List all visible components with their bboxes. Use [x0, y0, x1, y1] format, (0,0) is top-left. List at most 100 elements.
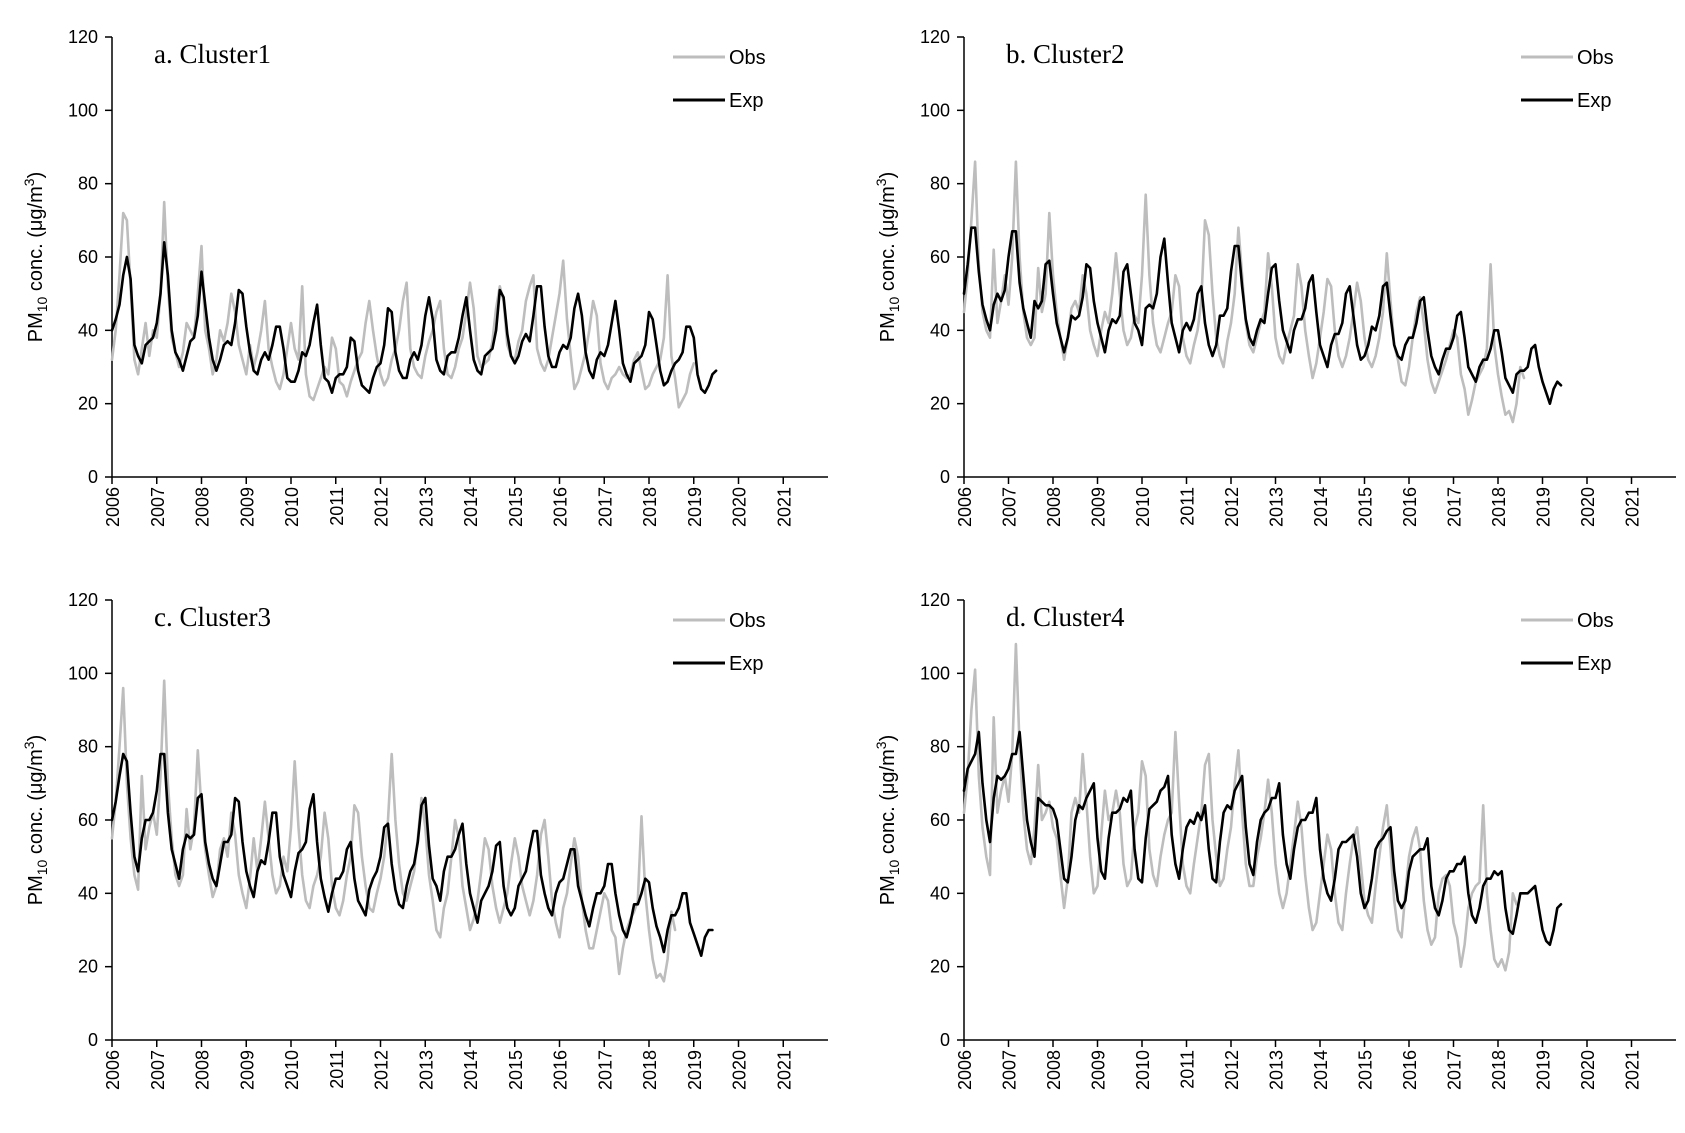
y-axis-label-part: conc. (μg/m: [25, 186, 47, 296]
x-tick-label: 2007: [1000, 1050, 1020, 1090]
y-tick-label: 100: [68, 100, 98, 120]
x-tick-label: 2014: [1311, 1050, 1331, 1090]
x-tick-label: 2013: [1267, 487, 1287, 527]
x-tick-label: 2009: [1089, 487, 1109, 527]
x-tick-label: 2009: [237, 1050, 257, 1090]
x-tick-label: 2011: [1178, 487, 1198, 526]
x-tick-label: 2010: [282, 487, 302, 527]
y-tick-label: 60: [930, 810, 950, 830]
y-tick-label: 120: [68, 590, 98, 610]
chart-title: d. Cluster4: [1006, 602, 1125, 632]
chart-panel-2: 0 20 40 60 80 100 120 2006 2007 2008 2009 2010 2011 2…: [873, 27, 1676, 527]
series-line-exp: [962, 730, 1563, 947]
y-axis-label-superscript: 3: [873, 178, 889, 186]
y-tick-label: 80: [930, 174, 950, 194]
y-axis-label-subscript: 10: [886, 296, 902, 312]
x-tick-label: 2021: [774, 1050, 794, 1090]
y-tick-label: 60: [930, 247, 950, 267]
y-tick-label: 100: [68, 663, 98, 683]
series-line-obs: [110, 679, 677, 983]
x-tick-label: 2012: [1222, 1050, 1242, 1090]
series-line-obs: [962, 642, 1518, 972]
x-tick-label: 2013: [1267, 1050, 1287, 1090]
legend-label-obs: Obs: [729, 47, 766, 69]
x-tick-label: 2009: [237, 487, 257, 527]
y-axis-label: PM10 conc. (μg/m3): [873, 172, 902, 343]
y-axis-label-part: ): [877, 735, 899, 742]
y-tick-label: 40: [930, 320, 950, 340]
legend-label-exp: Exp: [729, 653, 763, 675]
y-axis-label-subscript: 10: [886, 859, 902, 875]
x-tick-label: 2021: [1623, 487, 1643, 527]
x-tick-label: 2013: [416, 1050, 436, 1090]
y-tick-label: 80: [78, 737, 98, 757]
x-tick-label: 2014: [461, 1050, 481, 1090]
series-line-exp: [110, 752, 714, 958]
y-tick-label: 100: [920, 663, 950, 683]
x-tick-label: 2007: [148, 1050, 168, 1090]
x-tick-label: 2020: [730, 487, 750, 527]
series-line-exp: [962, 226, 1563, 406]
x-tick-label: 2015: [1356, 487, 1376, 527]
y-axis-label: PM10 conc. (μg/m3): [873, 735, 902, 906]
x-tick-label: 2006: [955, 1050, 975, 1090]
y-axis-label-superscript: 3: [873, 741, 889, 749]
y-axis-label-part: PM: [25, 875, 47, 905]
x-tick-label: 2015: [1356, 1050, 1376, 1090]
legend-label-obs: Obs: [1577, 610, 1614, 632]
x-tick-label: 2012: [1222, 487, 1242, 527]
x-tick-label: 2008: [193, 1050, 213, 1090]
x-tick-label: 2010: [1133, 1050, 1153, 1090]
legend-label-exp: Exp: [1577, 653, 1611, 675]
x-tick-label: 2015: [506, 487, 526, 527]
chart-panel-3: 0 20 40 60 80 100 120 2006 2007 2008 2009 2010 2011 2…: [21, 590, 828, 1090]
chart-title: b. Cluster2: [1006, 39, 1125, 69]
y-tick-label: 0: [940, 1030, 950, 1050]
legend-label-obs: Obs: [729, 610, 766, 632]
x-tick-label: 2021: [1623, 1050, 1643, 1090]
y-axis-label-part: ): [25, 735, 47, 742]
x-tick-label: 2011: [327, 487, 347, 526]
y-tick-label: 120: [68, 27, 98, 47]
y-tick-label: 80: [930, 737, 950, 757]
x-tick-label: 2018: [1489, 1050, 1509, 1090]
x-tick-label: 2013: [416, 487, 436, 527]
y-axis-label-part: ): [25, 172, 47, 179]
y-axis-label-part: conc. (μg/m: [25, 749, 47, 859]
y-axis-label-superscript: 3: [21, 741, 37, 749]
y-tick-label: 40: [78, 320, 98, 340]
y-axis-label: PM10 conc. (μg/m3): [21, 735, 50, 906]
y-axis-label-part: ): [877, 172, 899, 179]
y-axis-label-part: conc. (μg/m: [877, 749, 899, 859]
series-line-obs: [110, 200, 696, 409]
y-axis-label-subscript: 10: [34, 296, 50, 312]
x-tick-label: 2006: [103, 487, 123, 527]
y-tick-label: 60: [78, 247, 98, 267]
y-tick-label: 100: [920, 100, 950, 120]
x-tick-label: 2010: [1133, 487, 1153, 527]
y-tick-label: 80: [78, 174, 98, 194]
x-tick-label: 2019: [685, 1050, 705, 1090]
series-line-exp: [110, 241, 718, 395]
x-tick-label: 2015: [506, 1050, 526, 1090]
x-tick-label: 2017: [595, 1050, 615, 1090]
x-tick-label: 2012: [372, 1050, 392, 1090]
x-tick-label: 2006: [103, 1050, 123, 1090]
y-axis-label-part: PM: [25, 312, 47, 342]
x-tick-label: 2017: [1445, 487, 1465, 527]
x-tick-label: 2008: [193, 487, 213, 527]
x-tick-label: 2006: [955, 487, 975, 527]
legend-label-exp: Exp: [1577, 90, 1611, 112]
x-tick-label: 2012: [372, 487, 392, 527]
y-tick-label: 0: [940, 467, 950, 487]
y-tick-label: 60: [78, 810, 98, 830]
chart-panel-1: 0 20 40 60 80 100 120 2006 2007 2008 2009 2010 2011 2…: [21, 27, 828, 527]
x-tick-label: 2007: [148, 487, 168, 527]
x-tick-label: 2018: [1489, 487, 1509, 527]
y-tick-label: 0: [88, 467, 98, 487]
x-tick-label: 2017: [595, 487, 615, 527]
x-tick-label: 2020: [1578, 1050, 1598, 1090]
y-axis-label-part: PM: [877, 312, 899, 342]
y-tick-label: 20: [930, 394, 950, 414]
